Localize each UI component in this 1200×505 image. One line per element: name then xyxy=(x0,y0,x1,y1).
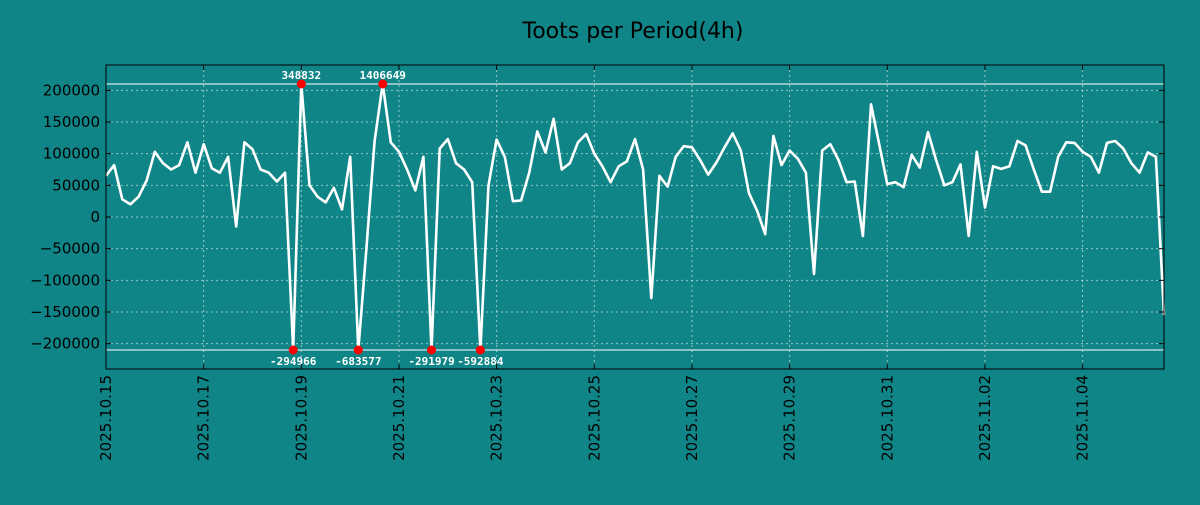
chart-title: Toots per Period(4h) xyxy=(522,19,744,44)
x-tick-label: 2025.10.19 xyxy=(292,375,310,461)
grid-lines xyxy=(105,65,1164,369)
x-tick-label: 2025.10.29 xyxy=(781,375,799,461)
annotation-marker xyxy=(288,345,298,355)
y-tick-label: −150000 xyxy=(30,303,100,321)
clip-limit-lines xyxy=(106,83,1164,351)
annotation-marker xyxy=(427,345,437,355)
y-tick-label: −100000 xyxy=(30,271,100,289)
annotation-label: -294966 xyxy=(270,355,317,368)
y-tick-label: 150000 xyxy=(43,113,100,131)
x-tick-label: 2025.10.27 xyxy=(683,375,701,461)
annotation-marker xyxy=(378,79,388,89)
plot-frame xyxy=(105,64,1165,370)
y-tick-label: 0 xyxy=(90,208,100,226)
x-tick-label: 2025.11.02 xyxy=(976,375,994,461)
series-line-toots xyxy=(104,82,1166,352)
y-tick-label: 200000 xyxy=(43,81,100,99)
y-tick-label: −50000 xyxy=(40,240,100,258)
annotation-marker xyxy=(296,79,306,89)
y-tick-label: 50000 xyxy=(52,176,100,194)
y-tick-label: 100000 xyxy=(43,145,100,163)
annotation-label: -592884 xyxy=(457,355,504,368)
x-tick-label: 2025.10.15 xyxy=(97,375,115,461)
annotation-marker xyxy=(475,345,485,355)
axes xyxy=(105,64,1165,370)
x-tick-label: 2025.10.25 xyxy=(585,375,603,461)
y-tick-label: −200000 xyxy=(30,335,100,353)
series-layer xyxy=(104,82,1166,352)
annotation-label: 1406649 xyxy=(360,69,406,82)
x-tick-label: 2025.10.17 xyxy=(195,375,213,461)
annotation-markers: -294966 348832 -683577 1406649 -291979 -59288… xyxy=(270,69,504,368)
x-tick-label: 2025.10.31 xyxy=(878,375,896,461)
x-tick-label: 2025.10.23 xyxy=(488,375,506,461)
annotation-label: 348832 xyxy=(281,69,321,82)
annotation-label: -291979 xyxy=(408,355,454,368)
x-axis-ticks: 2025.10.15 2025.10.17 2025.10.19 2025.10.21… xyxy=(97,375,1092,461)
x-tick-label: 2025.11.04 xyxy=(1074,375,1092,461)
y-axis-ticks: 200000 150000 100000 50000 0 −50000 −100000 −15… xyxy=(30,81,100,352)
annotation-label: -683577 xyxy=(335,355,381,368)
annotation-marker xyxy=(353,345,363,355)
x-tick-label: 2025.10.21 xyxy=(390,375,408,461)
